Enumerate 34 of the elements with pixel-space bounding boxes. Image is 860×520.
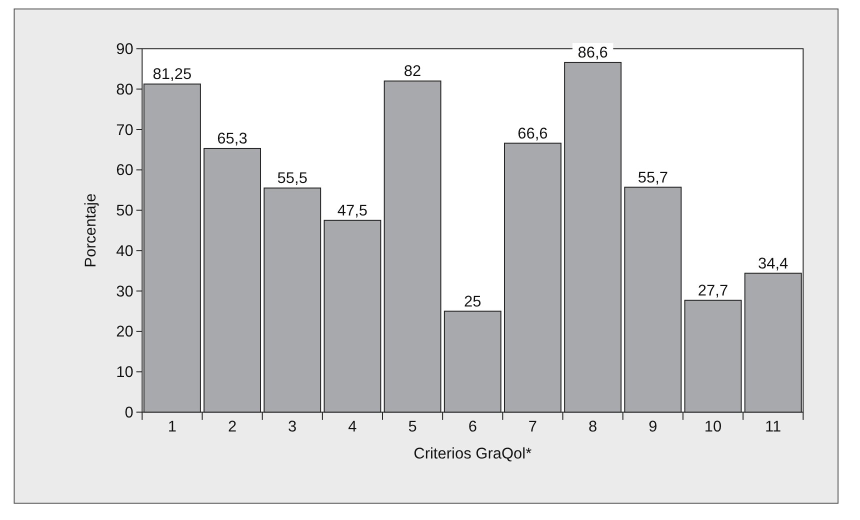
data-label: 65,3 — [217, 130, 248, 148]
data-label: 86,6 — [578, 44, 608, 62]
data-label: 81,25 — [152, 66, 192, 84]
data-label: 27,7 — [698, 282, 728, 300]
x-tick-label: 3 — [288, 418, 297, 436]
data-label: 34,4 — [758, 255, 789, 272]
y-tick-label: 20 — [116, 324, 134, 341]
data-label: 55,7 — [638, 169, 668, 186]
y-tick-label: 80 — [116, 81, 134, 98]
data-label: 82 — [404, 63, 422, 80]
x-tick-label: 1 — [168, 418, 176, 436]
x-tick-label: 8 — [588, 418, 598, 436]
y-tick-label: 10 — [116, 364, 134, 382]
y-tick-label: 50 — [116, 202, 134, 220]
y-tick-label: 40 — [116, 242, 134, 260]
x-tick-label: 10 — [704, 418, 722, 436]
data-label: 66,6 — [518, 125, 548, 142]
x-tick-label: 6 — [468, 418, 477, 436]
y-tick-label: 90 — [116, 41, 134, 58]
data-label: 55,5 — [277, 170, 308, 188]
data-label: 47,5 — [337, 202, 368, 220]
x-tick-label: 11 — [765, 418, 782, 436]
x-tick-label: 5 — [408, 418, 417, 436]
x-tick-label: 4 — [348, 418, 358, 436]
x-axis-title: Criterios GraQol* — [414, 446, 532, 463]
y-tick-label: 30 — [116, 283, 134, 300]
y-tick-label: 60 — [116, 162, 134, 180]
x-tick-label: 7 — [528, 418, 538, 436]
data-label: 25 — [464, 293, 482, 310]
y-tick-label: 70 — [116, 122, 134, 139]
y-axis-title: Porcentaje — [82, 193, 100, 268]
x-tick-label: 2 — [228, 418, 237, 436]
x-tick-label: 9 — [648, 418, 658, 436]
y-tick-label: 0 — [124, 404, 134, 422]
